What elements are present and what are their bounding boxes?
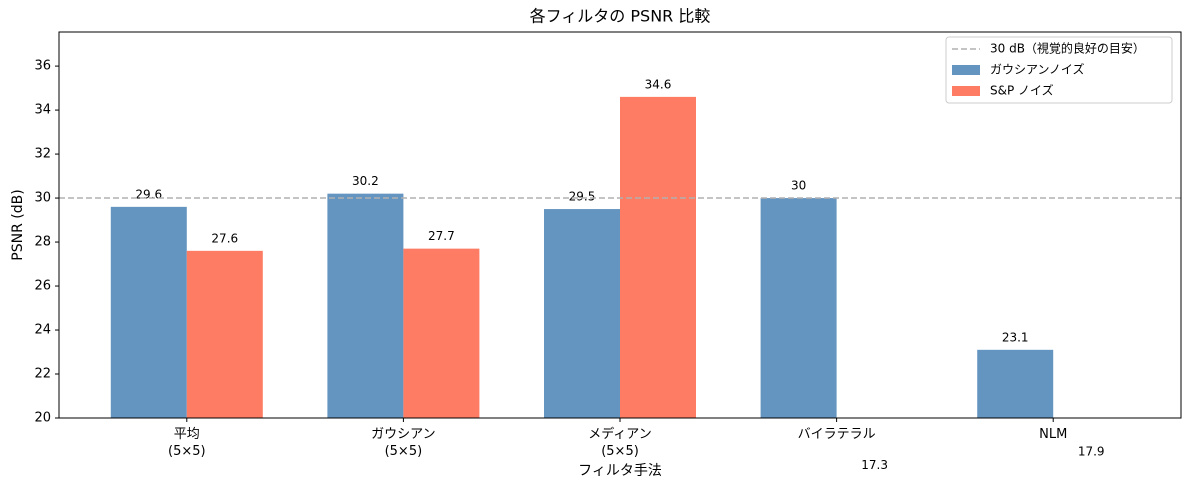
bar [327, 193, 404, 418]
legend-label: ガウシアンノイズ [990, 62, 1085, 77]
value-label: 27.6 [211, 231, 238, 245]
value-label: 29.6 [135, 187, 162, 201]
x-tick-label: バイラテラル [798, 427, 876, 442]
x-tick-label: NLM [1039, 427, 1067, 442]
value-label: 30.2 [352, 174, 379, 188]
legend-swatch [952, 86, 980, 96]
y-axis-label: PSNR (dB) [10, 189, 26, 260]
legend-box [945, 36, 1173, 104]
value-label: 17.3 [861, 458, 888, 472]
y-tick-label: 22 [34, 367, 51, 382]
bar [110, 206, 187, 418]
x-tick-label: ガウシアン(5×5) [371, 427, 435, 459]
value-label: 17.9 [1078, 445, 1105, 459]
bar [977, 349, 1054, 418]
y-tick-label: 36 [34, 59, 51, 74]
bar [403, 248, 480, 418]
x-tick-label: 平均(5×5) [168, 427, 206, 459]
legend-label: 30 dB（視覚的良好の目安） [990, 41, 1145, 56]
x-tick-label: メディアン(5×5) [588, 426, 652, 459]
y-tick-label: 24 [34, 323, 51, 338]
bar [186, 250, 263, 418]
plot-area [110, 96, 1054, 418]
legend-label: S&P ノイズ [990, 83, 1054, 98]
y-tick-label: 26 [34, 279, 51, 294]
value-label: 29.5 [569, 190, 596, 204]
bar [620, 96, 696, 418]
value-label: 23.1 [1002, 330, 1029, 344]
legend-swatch [952, 65, 980, 75]
y-tick-label: 30 [34, 191, 51, 206]
bar [544, 209, 620, 418]
y-tick-label: 28 [34, 235, 51, 250]
plot-frame [58, 31, 1182, 419]
value-label: 27.7 [428, 229, 455, 243]
value-label: 34.6 [645, 77, 672, 91]
x-axis-label: フィルタ手法 [578, 463, 662, 479]
chart-title: 各フィルタの PSNR 比較 [530, 7, 711, 26]
bar [760, 198, 837, 418]
y-tick-label: 20 [34, 411, 51, 426]
y-tick-label: 34 [34, 103, 51, 118]
y-tick-label: 32 [34, 147, 51, 162]
value-label: 30 [791, 179, 806, 193]
